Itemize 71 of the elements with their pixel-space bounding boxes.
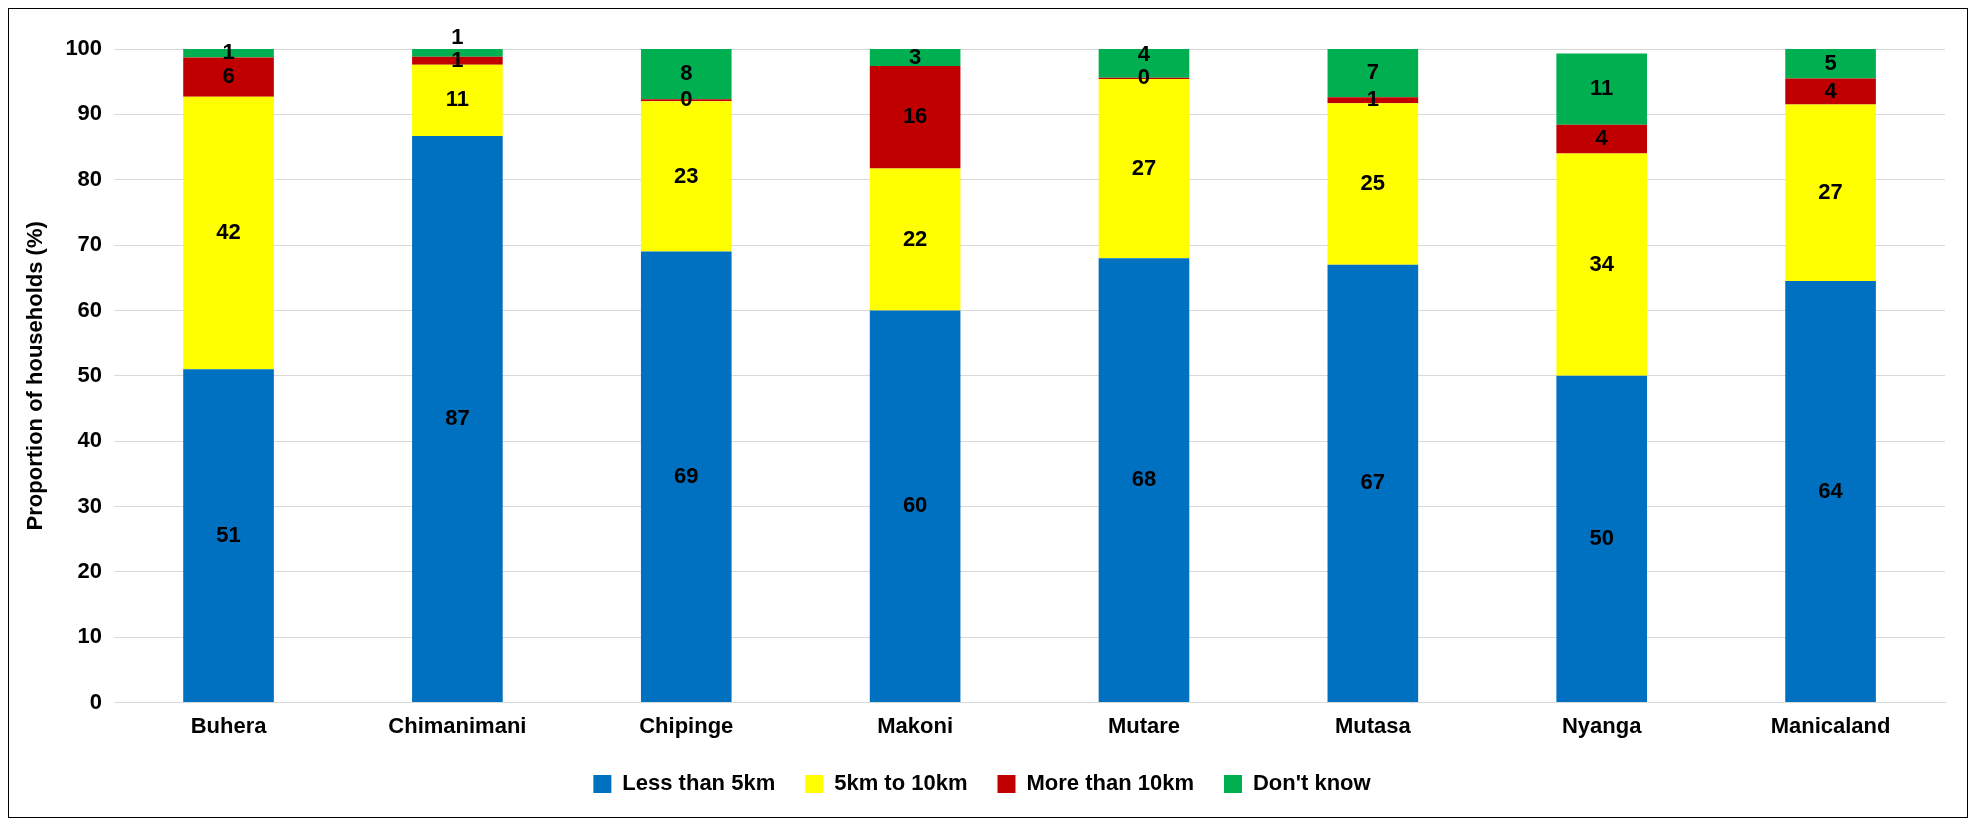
y-tick-label: 60 bbox=[77, 296, 103, 322]
data-label: 11 bbox=[1590, 75, 1614, 101]
bar bbox=[1556, 124, 1648, 154]
bar bbox=[1556, 53, 1648, 125]
data-label: 69 bbox=[674, 462, 699, 488]
data-label: 3 bbox=[909, 43, 922, 69]
x-tick-label: Manicaland bbox=[1770, 712, 1891, 738]
data-label: 42 bbox=[216, 219, 241, 245]
legend-label: More than 10km bbox=[1026, 770, 1194, 796]
data-label: 27 bbox=[1131, 154, 1157, 180]
data-label: 60 bbox=[902, 492, 928, 518]
data-label: 1 bbox=[451, 23, 464, 49]
data-label: 27 bbox=[1818, 178, 1843, 204]
legend-label: Less than 5km bbox=[622, 770, 776, 796]
x-tick-label: Chipinge bbox=[639, 712, 734, 738]
data-label: 8 bbox=[680, 60, 693, 86]
data-label: 11 bbox=[445, 86, 470, 112]
data-label: 4 bbox=[1595, 125, 1609, 151]
bar bbox=[1327, 264, 1419, 703]
data-label: 87 bbox=[445, 405, 470, 431]
y-tick-label: 80 bbox=[77, 165, 103, 191]
bar bbox=[869, 310, 961, 703]
bar bbox=[640, 251, 732, 703]
x-tick-label: Makoni bbox=[877, 712, 954, 738]
bar bbox=[869, 49, 961, 66]
bar bbox=[1098, 258, 1190, 703]
x-tick-label: Mutasa bbox=[1334, 712, 1412, 738]
bar bbox=[183, 96, 274, 370]
y-axis-title: Proportion of households (%) bbox=[22, 221, 48, 531]
data-label: 16 bbox=[902, 103, 928, 129]
data-label: 25 bbox=[1360, 170, 1386, 196]
bar bbox=[869, 65, 961, 169]
y-tick-label: 100 bbox=[65, 35, 103, 61]
x-tick-label: Chimanimani bbox=[388, 712, 527, 738]
y-tick-label: 70 bbox=[77, 231, 103, 257]
bar bbox=[1785, 104, 1876, 282]
data-label: 67 bbox=[1360, 469, 1386, 495]
y-tick-label: 20 bbox=[77, 557, 103, 583]
y-tick-label: 0 bbox=[89, 688, 103, 714]
legend-label: 5km to 10km bbox=[834, 770, 968, 796]
data-label: 23 bbox=[674, 162, 699, 188]
bar bbox=[1556, 375, 1648, 703]
legend-label: Don't know bbox=[1252, 770, 1372, 796]
bar bbox=[1785, 49, 1876, 79]
bar bbox=[412, 135, 503, 703]
data-label: 34 bbox=[1589, 250, 1615, 276]
y-tick-label: 90 bbox=[77, 100, 103, 126]
bar bbox=[183, 57, 274, 97]
bar bbox=[1556, 153, 1648, 376]
data-label: 51 bbox=[216, 521, 241, 547]
y-tick-label: 40 bbox=[77, 427, 103, 453]
y-tick-label: 30 bbox=[77, 492, 103, 518]
x-tick-label: Nyanga bbox=[1561, 712, 1643, 738]
data-label: 7 bbox=[1366, 59, 1379, 85]
bar bbox=[1785, 281, 1876, 703]
y-tick-label: 50 bbox=[77, 361, 103, 387]
x-tick-label: Mutare bbox=[1107, 712, 1181, 738]
x-tick-label: Buhera bbox=[190, 712, 268, 738]
data-label: 4 bbox=[1824, 77, 1838, 103]
y-tick-label: 10 bbox=[77, 623, 103, 649]
data-label: 50 bbox=[1589, 525, 1614, 551]
data-label: 0 bbox=[680, 86, 693, 112]
data-label: 68 bbox=[1131, 466, 1157, 492]
data-label: 64 bbox=[1818, 477, 1844, 503]
data-label: 4 bbox=[1137, 41, 1151, 67]
bar bbox=[1785, 78, 1876, 105]
data-label: 22 bbox=[902, 225, 928, 251]
bar bbox=[183, 369, 274, 703]
data-label: 5 bbox=[1824, 49, 1837, 75]
data-label: 6 bbox=[222, 63, 235, 89]
bar bbox=[869, 168, 961, 311]
